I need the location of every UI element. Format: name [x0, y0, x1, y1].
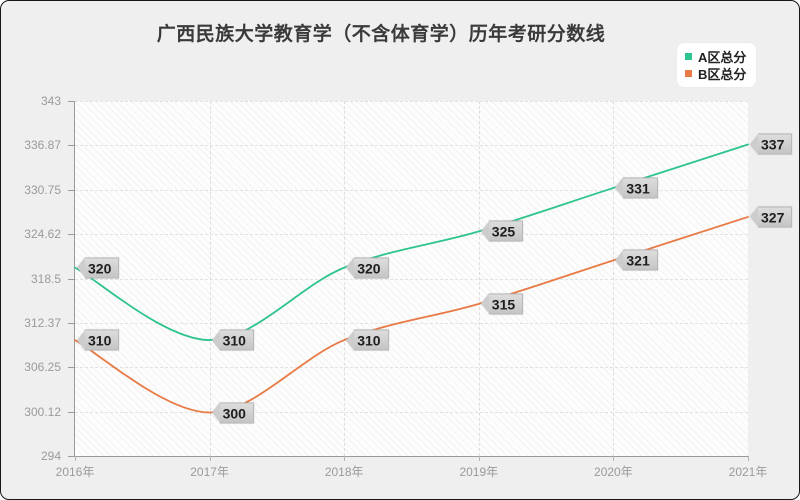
y-axis-tick-label: 336.87 [24, 138, 61, 153]
chart-legend: A区总分 B区总分 [677, 43, 757, 87]
data-label: 325 [480, 220, 524, 242]
x-axis-tick [478, 456, 480, 461]
x-axis-tick-label: 2016年 [55, 465, 95, 479]
gridline-horizontal [75, 411, 748, 413]
callout-pointer-icon [750, 206, 758, 227]
y-axis-tick [68, 278, 75, 280]
y-axis-tick [68, 322, 75, 324]
y-axis-tick-label: 318.5 [30, 271, 61, 286]
data-label: 310 [77, 329, 120, 351]
legend-label-b: B区总分 [698, 67, 747, 82]
callout-pointer-icon [615, 250, 624, 271]
data-label-value: 315 [488, 293, 524, 315]
x-axis-tick [209, 456, 211, 461]
y-axis-tick [68, 367, 75, 369]
x-axis-tick-label: 2020年 [594, 465, 633, 479]
data-label: 315 [480, 293, 524, 315]
callout-pointer-icon [211, 330, 220, 351]
y-axis-tick-label: 300.12 [24, 404, 61, 419]
callout-pointer-icon [480, 293, 489, 314]
callout-pointer-icon [750, 134, 758, 155]
gridline-vertical [613, 101, 615, 456]
callout-pointer-icon [211, 402, 220, 423]
data-label-value: 331 [623, 177, 658, 199]
y-axis-tick-label: 330.75 [24, 182, 61, 197]
data-label: 321 [615, 249, 658, 271]
x-axis-tick-label: 2017年 [190, 465, 229, 479]
callout-pointer-icon [480, 221, 489, 242]
x-axis-tick [344, 456, 346, 461]
gridline-vertical [209, 101, 211, 456]
data-label-value: 310 [219, 329, 254, 351]
gridline-horizontal [75, 367, 748, 369]
data-label: 320 [77, 257, 120, 279]
data-label: 337 [750, 133, 793, 155]
legend-swatch-b [685, 70, 692, 77]
x-axis-tick [613, 456, 615, 461]
x-axis-tick-label: 2018年 [324, 465, 364, 479]
y-axis-tick [68, 411, 75, 413]
data-label-value: 320 [354, 257, 389, 279]
data-label: 300 [211, 402, 254, 424]
gridline-horizontal [75, 322, 748, 324]
x-axis-line [74, 456, 749, 457]
data-label: 310 [211, 329, 254, 351]
data-label-value: 320 [85, 257, 120, 279]
data-label: 320 [346, 257, 389, 279]
legend-item-b[interactable]: B区总分 [685, 65, 746, 82]
y-axis-tick-label: 312.37 [24, 315, 61, 330]
callout-pointer-icon [77, 330, 85, 351]
gridline-horizontal [75, 234, 748, 236]
data-label-value: 310 [85, 329, 120, 351]
gridline-horizontal [75, 145, 748, 147]
y-axis-tick-label: 306.25 [24, 360, 61, 375]
legend-item-a[interactable]: A区总分 [685, 48, 746, 65]
legend-label-a: A区总分 [698, 50, 747, 65]
data-label-value: 327 [758, 206, 793, 228]
callout-pointer-icon [346, 330, 355, 351]
x-axis-tick [748, 456, 749, 461]
callout-pointer-icon [77, 257, 85, 278]
data-label-value: 310 [354, 329, 389, 351]
gridline-vertical [344, 101, 346, 456]
page-title: 广西民族大学教育学（不含体育学）历年考研分数线 [156, 24, 606, 45]
y-axis-tick [68, 234, 75, 236]
y-axis-tick-label: 343 [40, 94, 61, 108]
callout-pointer-icon [615, 177, 624, 198]
data-label: 331 [615, 177, 658, 199]
y-axis-tick [68, 145, 75, 147]
gridline-horizontal [75, 278, 748, 280]
y-axis-tick [68, 189, 75, 191]
data-label: 327 [750, 206, 793, 228]
callout-pointer-icon [346, 257, 355, 278]
data-label-value: 325 [488, 220, 524, 242]
plot-area [75, 101, 748, 456]
data-label-value: 337 [758, 133, 793, 155]
data-label-value: 300 [219, 402, 254, 424]
legend-swatch-a [685, 53, 692, 60]
data-label-value: 321 [623, 249, 658, 271]
gridline-horizontal [75, 101, 748, 102]
y-axis-tick-label: 294 [40, 449, 61, 463]
gridline-vertical [478, 101, 480, 456]
y-axis-tick-label: 324.62 [24, 227, 61, 242]
data-label: 310 [346, 329, 389, 351]
y-axis-tick [68, 456, 75, 457]
x-axis-tick [75, 456, 76, 461]
y-axis-tick [68, 101, 75, 102]
x-axis-tick-label: 2019年 [459, 465, 499, 479]
x-axis-tick-label: 2021年 [728, 465, 768, 479]
